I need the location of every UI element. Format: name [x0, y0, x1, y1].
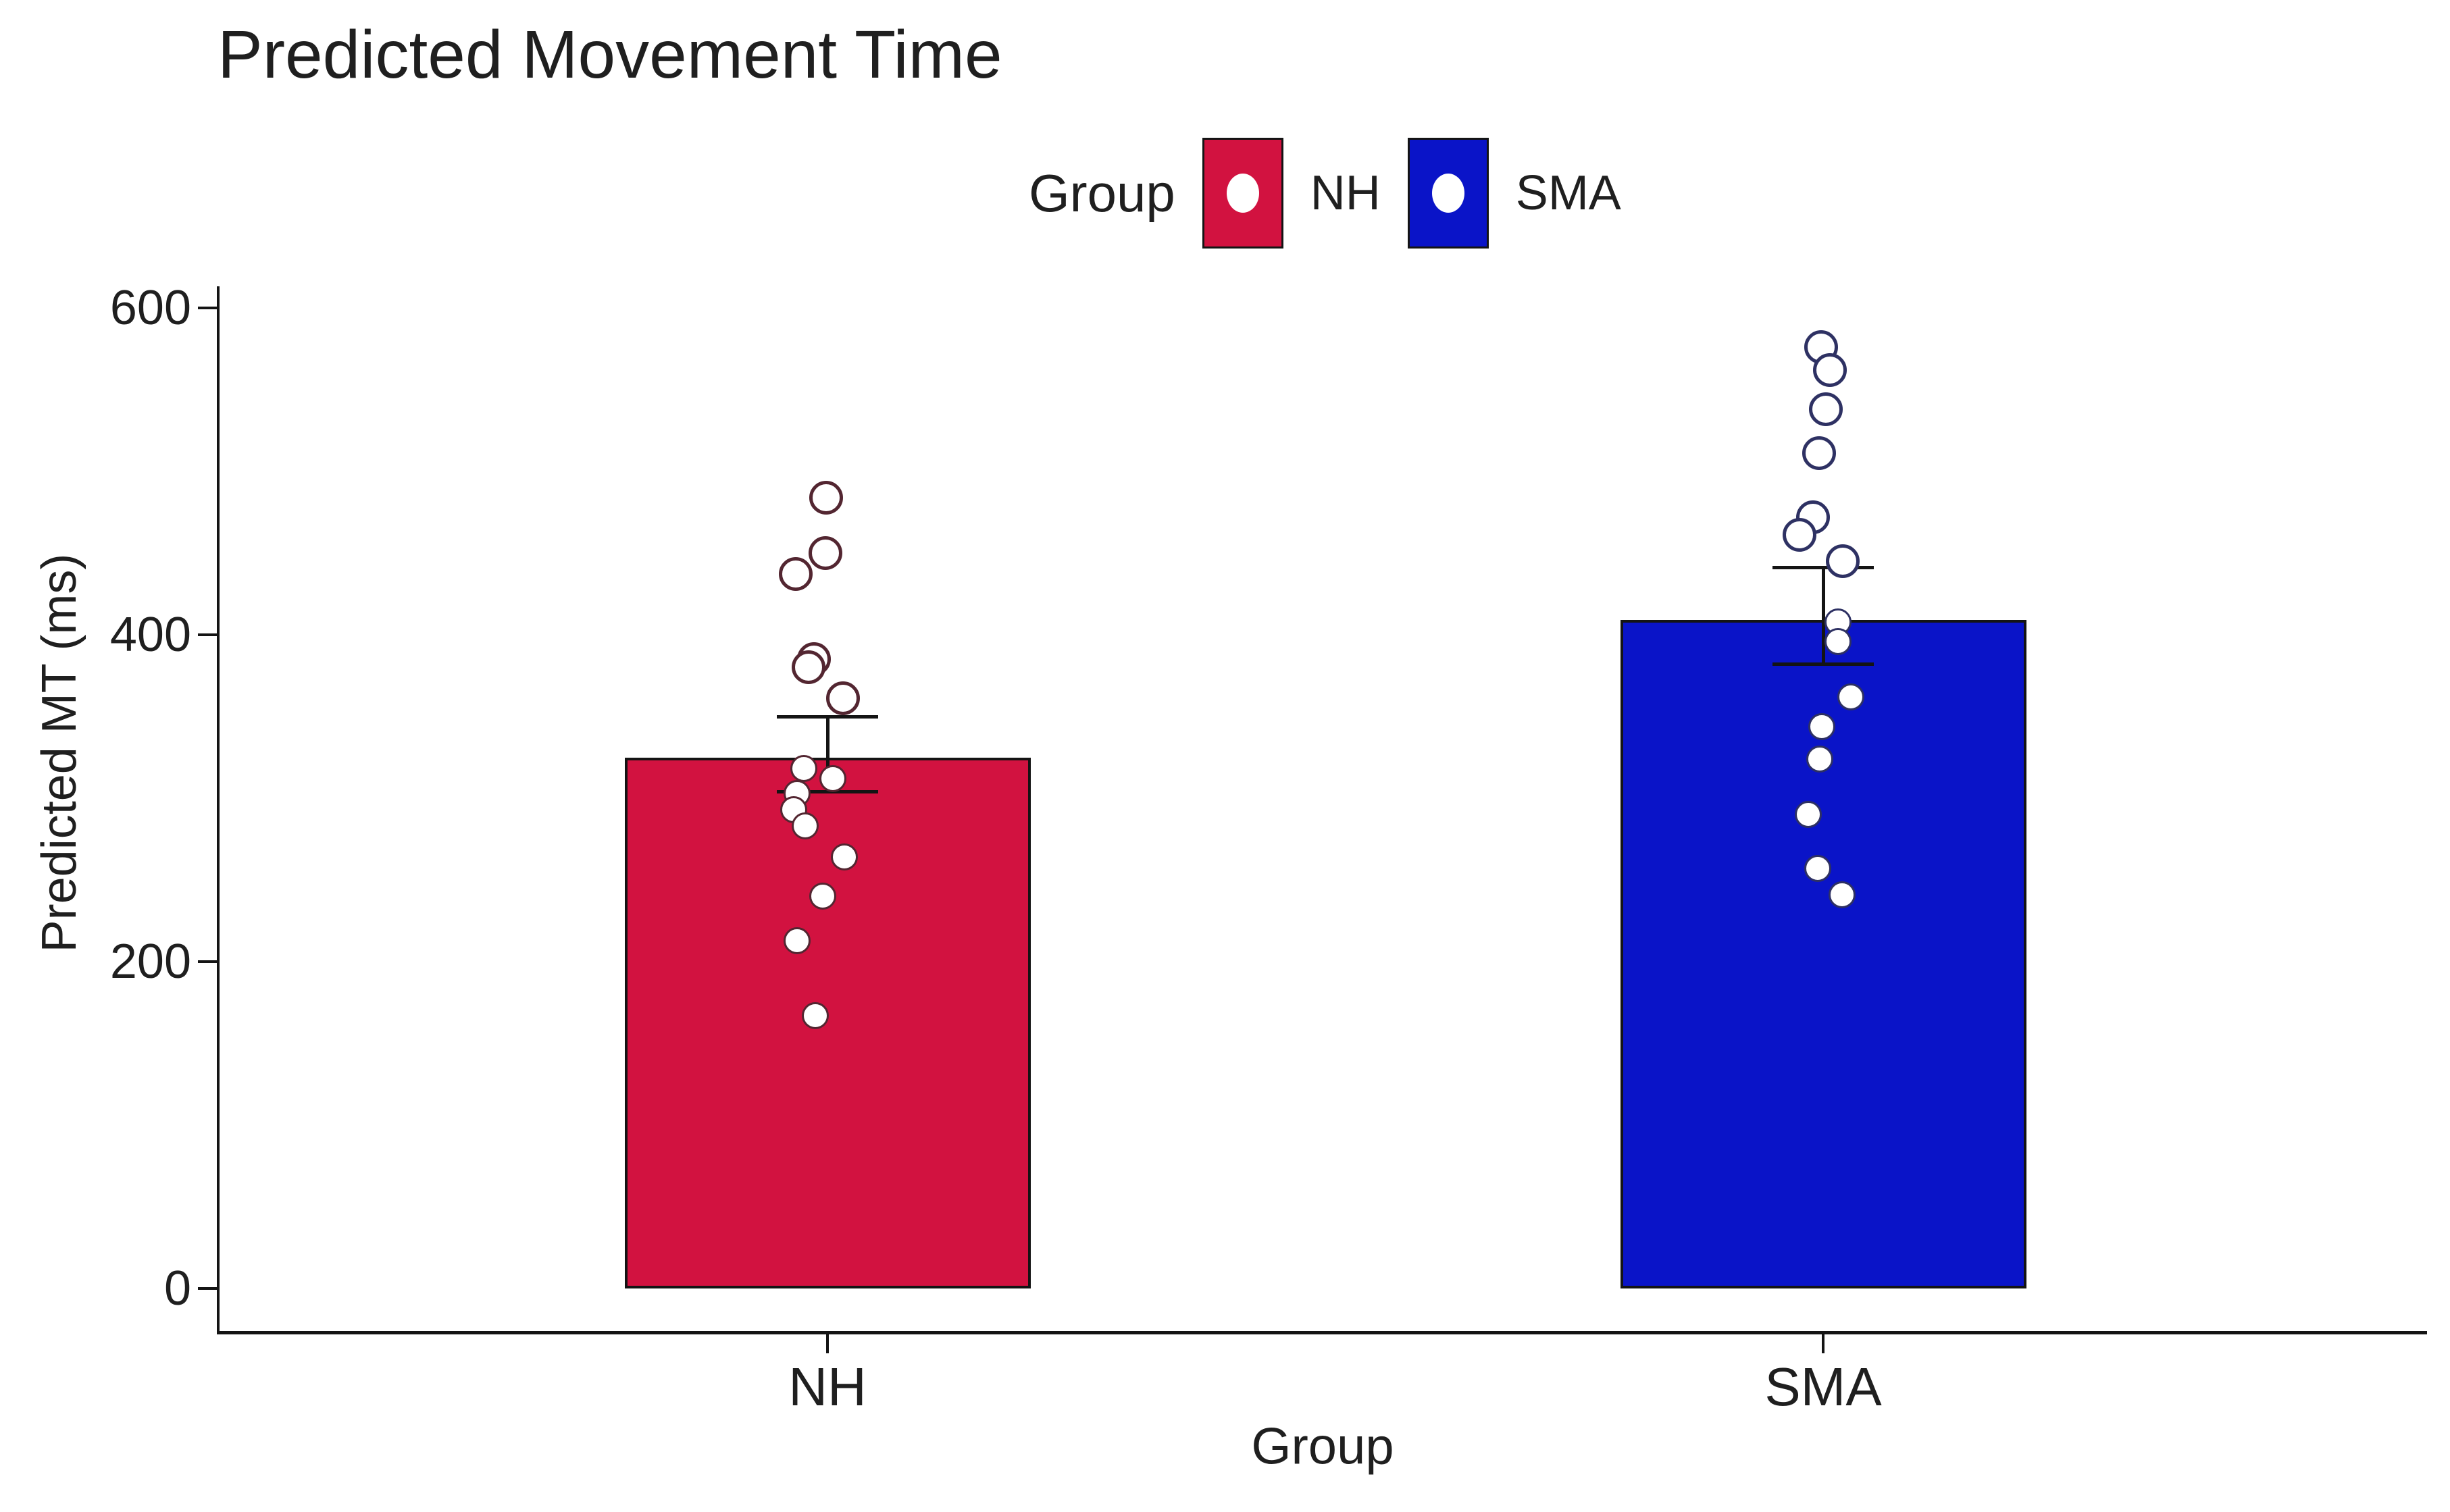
legend-key-nh-swatch	[1202, 138, 1283, 249]
data-point-filled-sma	[1824, 627, 1852, 655]
data-point-filled-nh	[809, 883, 836, 910]
error-bar-cap-bottom-sma	[1772, 662, 1874, 667]
chart-title: Predicted Movement Time	[218, 17, 1002, 93]
x-axis-tick-label-sma: SMA	[1764, 1357, 1882, 1417]
y-axis-title: Predicted MT (ms)	[32, 553, 86, 953]
error-bar-cap-top-sma	[1772, 566, 1874, 570]
data-point-filled-sma	[1806, 745, 1833, 773]
data-point-filled-nh	[831, 843, 858, 871]
data-point-open-nh	[792, 650, 825, 685]
legend-label-nh: NH	[1310, 166, 1381, 220]
x-axis-tick-label-nh: NH	[788, 1357, 867, 1417]
data-point-open-nh	[809, 536, 842, 570]
y-axis-line	[217, 286, 220, 1334]
error-bar-cap-top-nh	[777, 714, 878, 719]
y-axis-tick-label: 0	[163, 1261, 191, 1315]
y-axis-tick-label: 600	[109, 281, 191, 335]
data-point-filled-nh	[784, 927, 811, 954]
legend-key-nh-dot-icon	[1226, 174, 1259, 213]
y-axis-tick-label: 200	[109, 935, 191, 989]
data-point-open-nh	[809, 480, 843, 515]
data-point-filled-sma	[1808, 712, 1835, 740]
legend: Group NH SMA	[1029, 138, 1621, 249]
data-point-open-nh	[826, 681, 860, 716]
y-axis-tick	[198, 307, 217, 309]
bar-nh	[624, 757, 1031, 1288]
legend-title: Group	[1029, 163, 1175, 223]
data-point-filled-nh	[802, 1001, 829, 1029]
y-axis-tick-label: 400	[109, 608, 191, 662]
y-axis-tick	[198, 633, 217, 636]
y-axis-tick	[198, 1287, 217, 1290]
legend-key-sma-dot-icon	[1431, 174, 1464, 213]
data-point-open-nh	[779, 557, 813, 592]
x-axis-tick	[1822, 1334, 1824, 1353]
data-point-open-sma	[1783, 518, 1816, 552]
data-point-open-sma	[1809, 392, 1843, 427]
data-point-open-sma	[1802, 436, 1836, 471]
data-point-filled-sma	[1837, 683, 1864, 710]
data-point-filled-sma	[1804, 855, 1831, 883]
data-point-filled-nh	[790, 755, 817, 783]
data-point-filled-sma	[1829, 881, 1856, 908]
x-axis-tick	[826, 1334, 829, 1353]
y-axis-tick	[198, 960, 217, 963]
data-point-filled-nh	[819, 764, 846, 792]
x-axis-title: Group	[1251, 1417, 1394, 1476]
error-bar-line-sma	[1821, 567, 1825, 664]
x-axis-line	[217, 1331, 2427, 1334]
data-point-filled-sma	[1795, 801, 1822, 829]
data-point-filled-nh	[792, 812, 819, 840]
legend-key-sma-swatch	[1407, 138, 1489, 249]
error-bar-line-nh	[825, 716, 830, 792]
data-point-open-sma	[1826, 544, 1860, 579]
data-point-open-sma	[1813, 353, 1847, 387]
legend-label-sma: SMA	[1515, 166, 1621, 220]
error-bar-cap-bottom-nh	[777, 789, 878, 793]
